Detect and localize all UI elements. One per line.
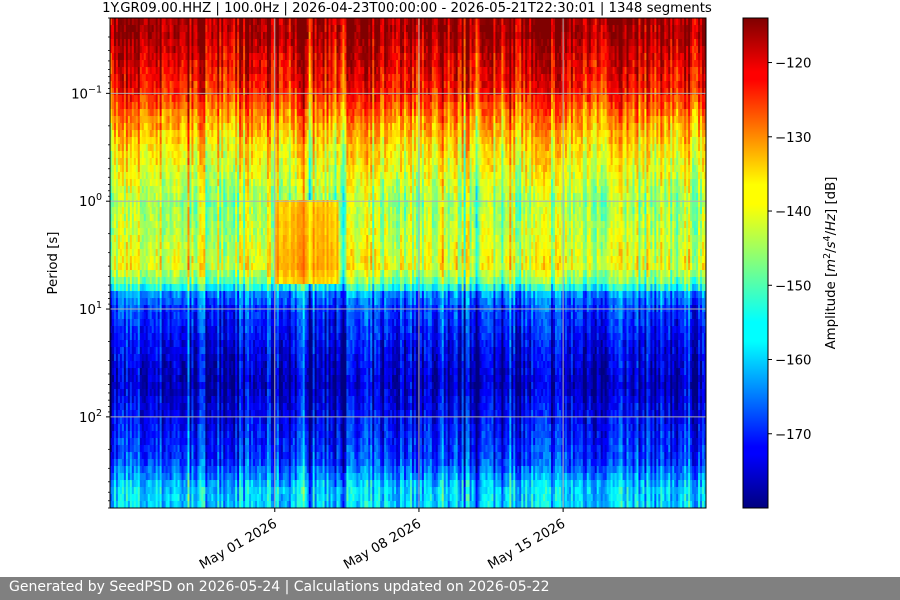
chart-title: 1Y.GR09.00.HHZ | 100.0Hz | 2026-04-23T00…: [102, 1, 712, 16]
heatmap: [110, 18, 707, 509]
psd-spectrogram-chart: 1Y.GR09.00.HHZ | 100.0Hz | 2026-04-23T00…: [0, 0, 900, 577]
